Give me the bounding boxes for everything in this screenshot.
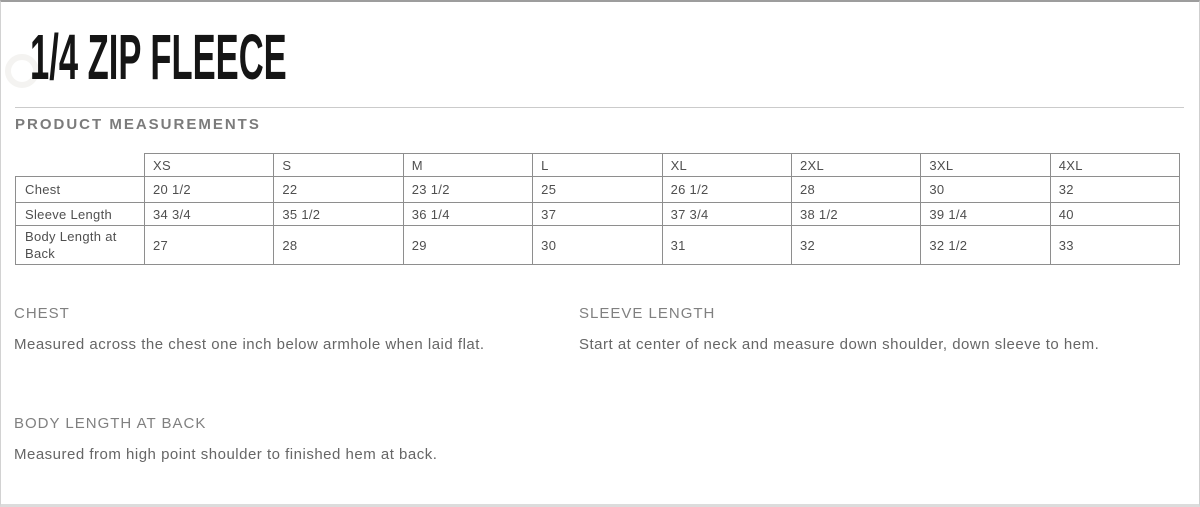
blank-corner-cell: [16, 154, 145, 177]
description-body-length-at-back-text: Measured from high point shoulder to fin…: [14, 446, 438, 463]
sleeve-value-2xl: 38 1/2: [790, 202, 922, 226]
description-sleeve-length-heading: SLEEVE LENGTH: [579, 305, 716, 322]
description-chest-text: Measured across the chest one inch below…: [14, 336, 485, 353]
sleeve-value-xs: 34 3/4: [143, 202, 275, 226]
size-header-s: S: [273, 153, 404, 177]
chest-value-s: 22: [273, 176, 404, 203]
size-header-3xl: 3XL: [920, 153, 1051, 177]
sleeve-value-4xl: 40: [1049, 202, 1181, 226]
body-length-value-2xl: 32: [790, 225, 922, 265]
sleeve-value-xl: 37 3/4: [661, 202, 792, 226]
chest-value-2xl: 28: [790, 176, 922, 203]
chest-value-l: 25: [532, 176, 663, 203]
size-header-l: L: [532, 153, 663, 177]
table-row-chest: Chest 20 1/2 22 23 1/2 25 26 1/2 28 30 3…: [15, 176, 1181, 203]
sleeve-value-m: 36 1/4: [402, 202, 534, 226]
description-sleeve-length: SLEEVE LENGTH Start at center of neck an…: [579, 305, 1104, 357]
size-header-xl: XL: [661, 153, 792, 177]
size-header-m: M: [402, 153, 534, 177]
description-body-length-at-back-heading: BODY LENGTH AT BACK: [14, 415, 207, 432]
description-body-length-at-back: BODY LENGTH AT BACK Measured from high p…: [14, 415, 559, 467]
sleeve-value-s: 35 1/2: [273, 202, 404, 226]
body-length-value-l: 30: [532, 225, 663, 265]
chest-value-xl: 26 1/2: [661, 176, 792, 203]
body-length-value-4xl: 33: [1049, 225, 1181, 265]
chest-value-m: 23 1/2: [402, 176, 534, 203]
table-row-sleeve-length: Sleeve Length 34 3/4 35 1/2 36 1/4 37 37…: [15, 202, 1181, 226]
header-divider: [15, 107, 1184, 108]
row-label-sleeve-length: Sleeve Length: [15, 202, 145, 226]
size-header-xs: XS: [143, 153, 275, 177]
size-header-2xl: 2XL: [790, 153, 922, 177]
faint-logo-watermark: [5, 54, 39, 88]
size-header-row: XS S M L XL 2XL 3XL 4XL: [16, 153, 1181, 177]
chest-value-3xl: 30: [920, 176, 1051, 203]
body-length-value-s: 28: [273, 225, 404, 265]
description-sleeve-length-text: Start at center of neck and measure down…: [579, 336, 1100, 353]
chest-value-xs: 20 1/2: [143, 176, 275, 203]
sleeve-value-l: 37: [532, 202, 663, 226]
section-heading-product-measurements: PRODUCT MEASUREMENTS: [15, 116, 261, 133]
body-length-value-3xl: 32 1/2: [920, 225, 1051, 265]
size-chart-table: XS S M L XL 2XL 3XL 4XL Chest 20 1/2 22 …: [15, 153, 1181, 265]
description-chest-heading: CHEST: [14, 305, 70, 322]
row-label-chest: Chest: [15, 176, 145, 203]
body-length-value-xs: 27: [143, 225, 275, 265]
size-header-4xl: 4XL: [1049, 153, 1181, 177]
chest-value-4xl: 32: [1049, 176, 1181, 203]
body-length-value-xl: 31: [661, 225, 792, 265]
body-length-value-m: 29: [402, 225, 534, 265]
description-chest: CHEST Measured across the chest one inch…: [14, 305, 559, 357]
row-label-body-length-at-back: Body Length at Back: [15, 225, 145, 265]
sleeve-value-3xl: 39 1/4: [920, 202, 1051, 226]
page-title: 1/4 ZIP FLEECE: [30, 21, 287, 93]
table-row-body-length-at-back: Body Length at Back 27 28 29 30 31 32 32…: [15, 225, 1181, 265]
